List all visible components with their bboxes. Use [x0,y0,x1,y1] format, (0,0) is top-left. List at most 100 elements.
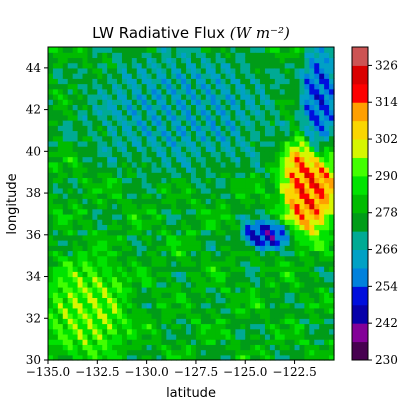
heatmap-cell [314,213,320,220]
heatmap-cell [195,203,202,210]
heatmap-cell [52,104,59,111]
heatmap-cell [220,292,227,298]
heatmap-cell [250,281,256,288]
heatmap-cell [146,182,153,189]
heatmap-cell [195,156,202,163]
heatmap-cell [166,135,172,142]
heatmap-cell [260,354,266,361]
heatmap-cell [240,281,246,288]
heatmap-cell [67,187,74,194]
heatmap-cell [186,99,192,105]
y-tick-label: 32 [26,311,41,325]
heatmap-cell [215,281,222,288]
heatmap-cell [117,114,123,121]
heatmap-cell [319,156,325,163]
heatmap-cell [176,88,182,95]
heatmap-cell [87,245,93,252]
heatmap-cell [279,292,286,298]
heatmap-cell [329,333,335,340]
heatmap-cell [107,161,113,168]
heatmap-cell [57,78,64,85]
heatmap-cell [107,57,113,64]
heatmap-cell [191,245,197,252]
heatmap-cell [284,78,291,85]
heatmap-cell [314,88,320,95]
heatmap-cell [195,193,202,199]
heatmap-cell [210,224,217,231]
heatmap-cell [250,83,256,90]
heatmap-cell [304,177,310,184]
heatmap-cell [87,354,93,361]
heatmap-cell [141,109,148,116]
heatmap-cell [260,260,266,267]
colorbar-segment [352,157,368,177]
heatmap-cell [195,161,202,168]
heatmap-cell [235,73,241,79]
heatmap-cell [255,73,261,79]
heatmap-cell [299,260,306,267]
heatmap-cell [299,224,306,231]
heatmap-cell [166,250,172,257]
heatmap-cell [240,166,246,173]
heatmap-cell [48,255,54,262]
heatmap-cell [205,198,212,205]
heatmap-cell [166,73,172,79]
heatmap-cell [52,135,59,142]
heatmap-cell [62,187,69,194]
heatmap-cell [57,120,64,126]
heatmap-cell [284,271,291,278]
heatmap-cell [319,219,325,225]
heatmap-cell [171,99,177,105]
heatmap-cell [97,245,103,252]
heatmap-cell [200,57,207,64]
heatmap-cell [72,140,79,147]
heatmap-cell [146,260,153,267]
heatmap-cell [324,146,330,152]
heatmap-cell [284,229,291,236]
heatmap-cell [57,250,64,257]
heatmap-cell [245,135,251,142]
heatmap-cell [210,323,217,330]
heatmap-cell [255,130,261,137]
heatmap-cell [161,219,167,225]
heatmap-cell [156,88,163,95]
heatmap-cell [225,281,232,288]
heatmap-cell [299,130,306,137]
heatmap-cell [264,286,271,293]
heatmap-cell [240,161,246,168]
heatmap-cell [230,354,236,361]
heatmap-cell [92,208,98,215]
heatmap-cell [82,323,89,330]
heatmap-cell [67,73,74,79]
heatmap-cell [82,255,89,262]
heatmap-cell [314,260,320,267]
heatmap-cell [240,219,246,225]
heatmap-cell [121,187,128,194]
heatmap-cell [319,62,325,69]
heatmap-cell [279,161,286,168]
heatmap-cell [146,323,153,330]
heatmap-cell [191,344,197,351]
heatmap-cell [161,156,167,163]
heatmap-cell [146,229,153,236]
x-tick-label: −130.0 [124,365,168,379]
heatmap-cell [67,292,74,298]
heatmap-cell [200,323,207,330]
heatmap-cell [299,125,306,132]
heatmap-cell [186,166,192,173]
heatmap-cell [269,260,276,267]
heatmap-cell [255,234,261,241]
heatmap-cell [156,182,163,189]
heatmap-cell [102,245,108,252]
heatmap-cell [52,339,59,345]
heatmap-cell [48,120,54,126]
heatmap-cell [235,213,241,220]
heatmap-cell [260,307,266,314]
heatmap-cell [210,73,217,79]
heatmap-cell [299,297,306,304]
heatmap-cell [319,109,325,116]
heatmap-cell [77,286,84,293]
heatmap-cell [131,255,138,262]
heatmap-cell [92,73,98,79]
heatmap-cell [294,104,301,111]
